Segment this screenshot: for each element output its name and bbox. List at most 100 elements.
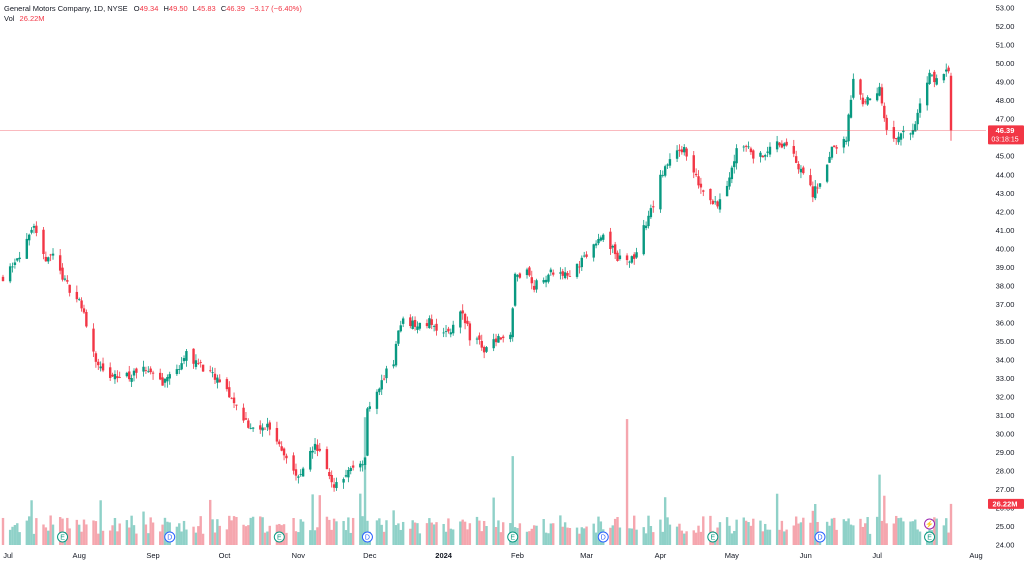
candle-body [752, 150, 755, 159]
candle [85, 309, 88, 328]
candle [544, 275, 548, 288]
volume-bar [659, 519, 662, 545]
candle-body [642, 225, 645, 255]
y-axis[interactable]: 53.0052.0051.0050.0049.0048.0047.0046.00… [988, 4, 1024, 550]
candle-body [833, 145, 836, 148]
candle [728, 172, 731, 190]
volume-bar [135, 533, 138, 545]
candle [199, 359, 202, 368]
candle-body [463, 313, 467, 324]
earnings-marker[interactable]: E [57, 531, 69, 543]
candle-body [880, 87, 884, 104]
dividend-marker[interactable]: D [597, 531, 609, 543]
y-tick-label: 52.00 [996, 22, 1015, 31]
candle-body [930, 74, 934, 76]
x-tick-label: Dec [363, 551, 377, 560]
candle-body [378, 388, 381, 393]
candle [461, 304, 464, 320]
candle-body [561, 271, 564, 276]
volume-bar [311, 494, 314, 545]
candle-body [663, 166, 667, 176]
earnings-marker[interactable]: E [924, 531, 936, 543]
candle [847, 113, 850, 147]
candle-body [814, 186, 817, 199]
candle [382, 374, 386, 381]
candle-body [247, 420, 250, 428]
candle-body [675, 150, 679, 159]
candle [192, 348, 195, 369]
candle-body [659, 174, 662, 210]
candle [30, 227, 33, 235]
candle-body [761, 155, 765, 158]
candle-body [649, 208, 653, 218]
volume-bar [147, 533, 150, 545]
split-marker[interactable]: ⚡ [924, 518, 936, 530]
volume-bar [185, 529, 188, 545]
x-axis[interactable]: Jul Aug Sep Oct Nov Dec 2024 Feb Mar Apr May Jun Jul… [3, 551, 982, 560]
volume-bar [335, 521, 338, 545]
volume-bar [692, 530, 695, 545]
y-tick-label: 39.00 [996, 263, 1015, 272]
candle-body [116, 376, 119, 379]
candle [799, 165, 803, 179]
volume-bar [709, 515, 712, 545]
candle-body [382, 378, 386, 380]
candle [292, 452, 295, 475]
earnings-marker[interactable]: E [707, 531, 719, 543]
volume-bar [561, 526, 564, 545]
candle-body [683, 147, 686, 153]
candle [683, 144, 686, 156]
y-tick-label: 35.00 [996, 337, 1015, 346]
volume-bar [849, 524, 853, 545]
volume-bar [842, 519, 846, 545]
candle [494, 333, 498, 347]
candle-body [928, 72, 931, 84]
volume-bar [8, 529, 12, 545]
candle [709, 188, 712, 205]
candle-body [18, 257, 21, 260]
volume-bar [552, 523, 555, 545]
candle [532, 280, 536, 293]
chart-legend: General Motors Company, 1D, NYSE O49.34 … [4, 4, 302, 24]
dividend-marker[interactable]: D [361, 531, 373, 543]
candle [275, 421, 279, 445]
candle [730, 165, 734, 184]
candle-body [597, 239, 600, 244]
candle [582, 251, 586, 258]
candle-body [592, 244, 595, 258]
candle [945, 63, 948, 77]
earnings-marker-circle [924, 531, 936, 543]
event-markers[interactable]: E D E D E D E D E ⚡ [57, 518, 936, 543]
candle-body [11, 266, 14, 268]
earnings-marker[interactable]: E [273, 531, 285, 543]
earnings-marker[interactable]: E [507, 531, 519, 543]
candle-body [461, 310, 464, 314]
candle [811, 181, 815, 203]
legend-volume-label: Vol [4, 14, 15, 23]
candle [592, 243, 595, 262]
volume-bar [652, 532, 655, 545]
candle [409, 314, 412, 329]
candle-body [413, 319, 417, 327]
candle-body [66, 280, 69, 282]
candle [792, 139, 795, 158]
candle [92, 323, 95, 357]
candle-body [482, 346, 486, 353]
volume-bar [502, 522, 505, 545]
y-tick-label: 32.00 [996, 392, 1015, 401]
volume-bar [759, 520, 762, 545]
candle [744, 144, 748, 152]
y-tick-label: 38.00 [996, 281, 1015, 290]
candle-body [82, 308, 86, 313]
dividend-marker[interactable]: D [814, 531, 826, 543]
candle [463, 312, 467, 330]
volume-bar [778, 529, 781, 545]
volume-bar [580, 527, 584, 545]
candle [611, 244, 614, 254]
candle-body [852, 78, 855, 98]
volume-bar [549, 523, 553, 545]
y-tick-label: 45.00 [996, 152, 1015, 161]
dividend-marker[interactable]: D [164, 531, 176, 543]
